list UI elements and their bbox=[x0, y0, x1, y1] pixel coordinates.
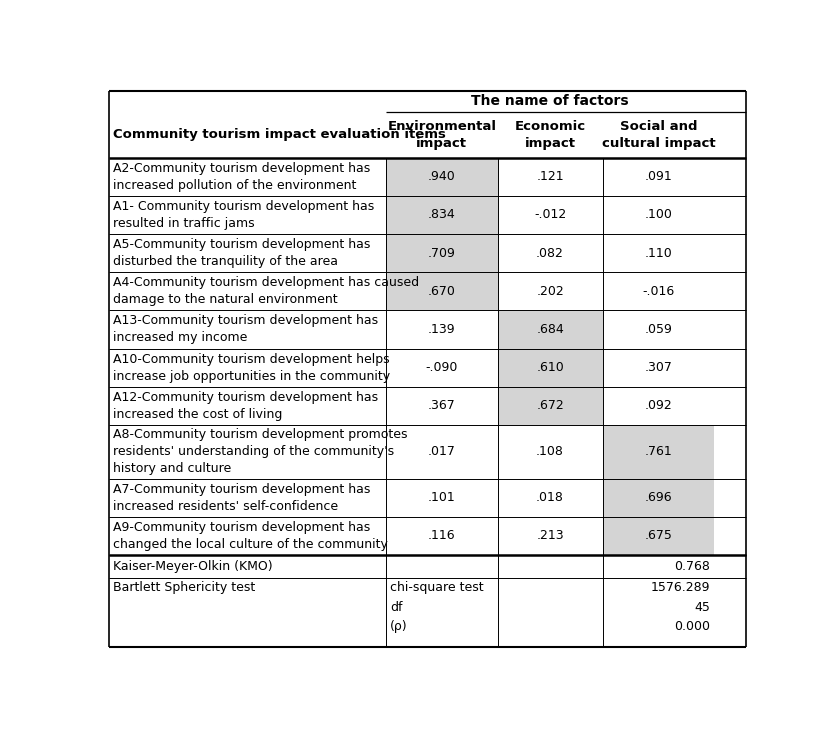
Text: .684: .684 bbox=[536, 323, 564, 336]
Text: .761: .761 bbox=[645, 445, 672, 458]
Text: .092: .092 bbox=[645, 399, 672, 412]
Text: A4-Community tourism development has caused
damage to the natural environment: A4-Community tourism development has cau… bbox=[113, 276, 419, 307]
Text: .940: .940 bbox=[428, 170, 455, 183]
Text: .017: .017 bbox=[428, 445, 455, 458]
Text: Social and
cultural impact: Social and cultural impact bbox=[601, 120, 716, 150]
Bar bbox=[603, 478, 714, 517]
Bar bbox=[498, 349, 603, 387]
Text: Kaiser-Meyer-Olkin (KMO): Kaiser-Meyer-Olkin (KMO) bbox=[113, 560, 273, 573]
Text: .367: .367 bbox=[428, 399, 455, 412]
Text: .100: .100 bbox=[645, 208, 672, 221]
Bar bbox=[498, 310, 603, 349]
Text: .672: .672 bbox=[536, 399, 564, 412]
Text: .108: .108 bbox=[536, 445, 564, 458]
Text: .307: .307 bbox=[645, 361, 672, 374]
Text: .709: .709 bbox=[428, 247, 455, 260]
Text: 1576.289: 1576.289 bbox=[651, 581, 711, 594]
Bar bbox=[603, 517, 714, 555]
Text: Environmental
impact: Environmental impact bbox=[387, 120, 496, 150]
Text: .139: .139 bbox=[428, 323, 455, 336]
Text: A5-Community tourism development has
disturbed the tranquility of the area: A5-Community tourism development has dis… bbox=[113, 238, 370, 268]
Text: .121: .121 bbox=[536, 170, 564, 183]
Text: A13-Community tourism development has
increased my income: A13-Community tourism development has in… bbox=[113, 315, 378, 345]
Text: A9-Community tourism development has
changed the local culture of the community: A9-Community tourism development has cha… bbox=[113, 520, 388, 551]
Text: A2-Community tourism development has
increased pollution of the environment: A2-Community tourism development has inc… bbox=[113, 161, 370, 192]
Text: A7-Community tourism development has
increased residents' self-confidence: A7-Community tourism development has inc… bbox=[113, 483, 370, 512]
Text: chi-square test: chi-square test bbox=[389, 581, 484, 594]
Text: -.016: -.016 bbox=[642, 285, 675, 298]
Text: Economic
impact: Economic impact bbox=[515, 120, 585, 150]
Text: A8-Community tourism development promotes
residents' understanding of the commun: A8-Community tourism development promote… bbox=[113, 429, 407, 475]
Text: .082: .082 bbox=[536, 247, 564, 260]
Text: df: df bbox=[389, 601, 402, 614]
Text: 0.000: 0.000 bbox=[674, 620, 711, 634]
Bar bbox=[603, 425, 714, 478]
Text: .675: .675 bbox=[645, 529, 672, 542]
Text: .670: .670 bbox=[428, 285, 455, 298]
Text: .610: .610 bbox=[536, 361, 564, 374]
Bar bbox=[498, 387, 603, 425]
Text: Community tourism impact evaluation items: Community tourism impact evaluation item… bbox=[113, 128, 445, 141]
Bar bbox=[386, 158, 498, 196]
Text: .834: .834 bbox=[428, 208, 455, 221]
Text: (ρ): (ρ) bbox=[389, 620, 408, 634]
Text: .213: .213 bbox=[536, 529, 564, 542]
Text: .110: .110 bbox=[645, 247, 672, 260]
Text: .101: .101 bbox=[428, 491, 455, 504]
Text: A10-Community tourism development helps
increase job opportunities in the commun: A10-Community tourism development helps … bbox=[113, 353, 390, 383]
Bar bbox=[386, 234, 498, 272]
Text: The name of factors: The name of factors bbox=[471, 94, 629, 108]
Text: 0.768: 0.768 bbox=[675, 560, 711, 573]
Text: -.012: -.012 bbox=[534, 208, 566, 221]
Text: .059: .059 bbox=[645, 323, 672, 336]
Bar bbox=[386, 272, 498, 310]
Text: 45: 45 bbox=[695, 601, 711, 614]
Bar bbox=[386, 196, 498, 234]
Text: .091: .091 bbox=[645, 170, 672, 183]
Text: A12-Community tourism development has
increased the cost of living: A12-Community tourism development has in… bbox=[113, 391, 378, 421]
Text: Bartlett Sphericity test: Bartlett Sphericity test bbox=[113, 581, 255, 594]
Text: .018: .018 bbox=[536, 491, 564, 504]
Text: .202: .202 bbox=[536, 285, 564, 298]
Text: A1- Community tourism development has
resulted in traffic jams: A1- Community tourism development has re… bbox=[113, 200, 374, 230]
Text: .116: .116 bbox=[428, 529, 455, 542]
Text: -.090: -.090 bbox=[425, 361, 458, 374]
Text: .696: .696 bbox=[645, 491, 672, 504]
